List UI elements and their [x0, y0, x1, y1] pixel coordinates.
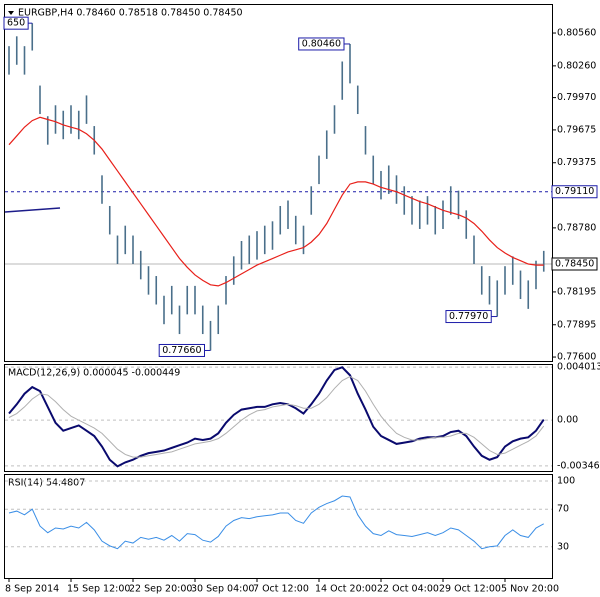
y-tick-label: 0.79375 [557, 157, 596, 168]
macd-title: MACD(12,26,9) 0.000045 -0.000449 [8, 368, 180, 379]
price-panel [4, 4, 553, 362]
y-tick-label: 0.78195 [557, 286, 596, 297]
x-tick-label: 5 Nov 20:00 [501, 584, 559, 595]
rsi-title: RSI(14) 54.4807 [8, 478, 85, 489]
x-tick-label: 14 Oct 20:00 [315, 584, 377, 595]
y-tick-label: 0.79970 [557, 92, 596, 103]
trend-line [4, 207, 61, 213]
y-tick-label: -0.00346 [557, 460, 600, 471]
x-tick-label: 22 Sep 20:00 [129, 584, 192, 595]
level-box [551, 185, 598, 199]
moving-average [8, 116, 544, 287]
y-tick-label: 0.79675 [557, 124, 596, 135]
annotation-label: 0.77660 [162, 345, 201, 356]
annotation-label: 0.77970 [449, 311, 488, 322]
y-tick-label: 0.00 [557, 415, 578, 426]
annotation-label: 0.80460 [302, 38, 341, 49]
series-line [8, 495, 544, 550]
x-tick-label: 30 Sep 04:00 [191, 584, 254, 595]
annotation-label: 650 [7, 18, 25, 29]
last-price-box [551, 257, 598, 271]
x-tick-label: 22 Oct 04:00 [377, 584, 439, 595]
series-line [8, 376, 545, 458]
rsi-panel [4, 474, 553, 579]
y-tick-label: 0.77895 [557, 319, 596, 330]
level-label: 0.79110 [555, 186, 594, 197]
collapse-icon [8, 11, 14, 15]
y-tick-label: 0.80260 [557, 60, 596, 71]
x-tick-label: 15 Sep 12:00 [67, 584, 130, 595]
y-tick-label: 70 [557, 504, 569, 515]
chart-title: EURGBP,H4 0.78460 0.78518 0.78450 0.7845… [18, 8, 243, 19]
macd-panel [4, 364, 553, 472]
x-tick-label: 8 Sep 2014 [5, 584, 59, 595]
series-line [8, 366, 545, 468]
y-tick-label: 0.004013 [557, 362, 600, 373]
x-tick-label: 7 Oct 12:00 [253, 584, 309, 595]
y-tick-label: 0.77600 [557, 352, 596, 363]
last-price-label: 0.78450 [555, 258, 594, 269]
y-tick-label: 0.80560 [557, 28, 596, 39]
x-tick-label: 29 Oct 12:00 [439, 584, 501, 595]
y-tick-label: 100 [557, 476, 575, 487]
y-tick-label: 30 [557, 541, 569, 552]
y-tick-label: 0.78780 [557, 222, 596, 233]
